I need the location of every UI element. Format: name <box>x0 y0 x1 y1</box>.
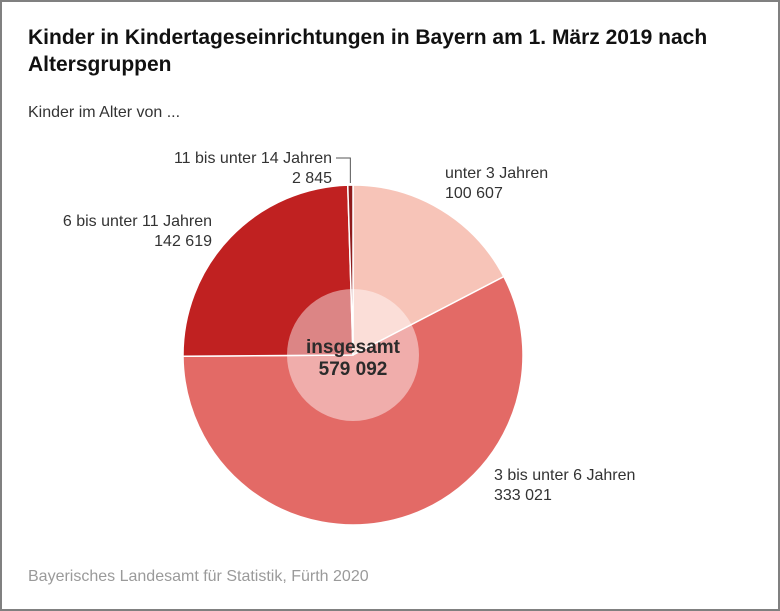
center-label: insgesamt <box>306 337 401 358</box>
slice-value-3: 142 619 <box>154 233 212 250</box>
center-total: 579 092 <box>319 359 388 380</box>
slice-label-2: 3 bis unter 6 Jahren <box>494 467 635 484</box>
slice-label-4: 11 bis unter 14 Jahren <box>174 150 332 167</box>
slice-value-1: 100 607 <box>445 185 503 202</box>
slice-label-1: unter 3 Jahren <box>445 165 548 182</box>
pie-slice-1 <box>352 184 505 357</box>
pie-slice-2 <box>182 275 524 526</box>
pie-slice-4 <box>346 184 354 356</box>
pie-slice-3 <box>182 184 354 358</box>
chart-title: Kinder in Kindertageseinrichtungen in Ba… <box>28 26 708 76</box>
chart-subtitle: Kinder im Alter von ... <box>28 104 181 121</box>
center-circle <box>287 289 419 421</box>
source-note: Bayerisches Landesamt für Statistik, Für… <box>28 568 369 585</box>
slice-value-4: 2 845 <box>292 170 332 187</box>
slice-value-2: 333 021 <box>494 487 552 504</box>
slice-label-3: 6 bis unter 11 Jahren <box>63 213 212 230</box>
leader-line <box>336 157 351 184</box>
